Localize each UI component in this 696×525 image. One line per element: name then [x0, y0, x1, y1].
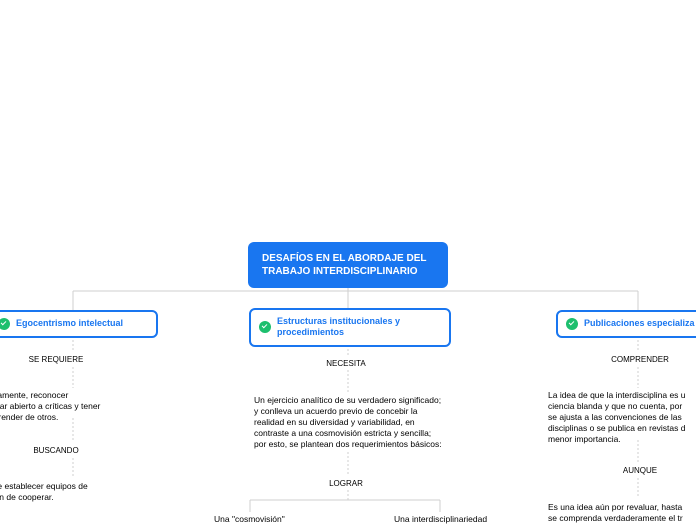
connector-label: COMPRENDER	[580, 355, 696, 364]
check-icon	[566, 318, 578, 330]
node-publicaciones[interactable]: Publicaciones especializa	[556, 310, 696, 338]
node-label: Estructuras institucionales y procedimie…	[277, 316, 439, 339]
connector-label: BUSCANDO	[0, 446, 116, 455]
check-icon	[0, 318, 10, 330]
root-title: DESAFÍOS EN EL ABORDAJE DEL TRABAJO INTE…	[262, 253, 426, 277]
node-label: Egocentrismo intelectual	[16, 318, 123, 329]
desc-text: Un ejercicio analítico de su verdadero s…	[254, 395, 444, 450]
desc-text: La idea de que la interdisciplina es u c…	[548, 390, 686, 445]
connector-label: AUNQUE	[580, 466, 696, 475]
node-estructuras[interactable]: Estructuras institucionales y procedimie…	[249, 308, 451, 347]
connector-label: SE REQUIERE	[0, 355, 116, 364]
desc-text: conjuntamente, reconocer nes, estar abie…	[0, 390, 100, 423]
node-label: Publicaciones especializa	[584, 318, 695, 329]
connector-label: LOGRAR	[286, 479, 406, 488]
desc-text: sidad de establecer equipos de con el fi…	[0, 481, 88, 503]
root-node[interactable]: DESAFÍOS EN EL ABORDAJE DEL TRABAJO INTE…	[248, 242, 448, 288]
node-egocentrismo[interactable]: Egocentrismo intelectual	[0, 310, 158, 338]
check-icon	[259, 321, 271, 333]
connector-label: NECESITA	[286, 359, 406, 368]
desc-text: Es una idea aún por revaluar, hasta se c…	[548, 502, 683, 524]
